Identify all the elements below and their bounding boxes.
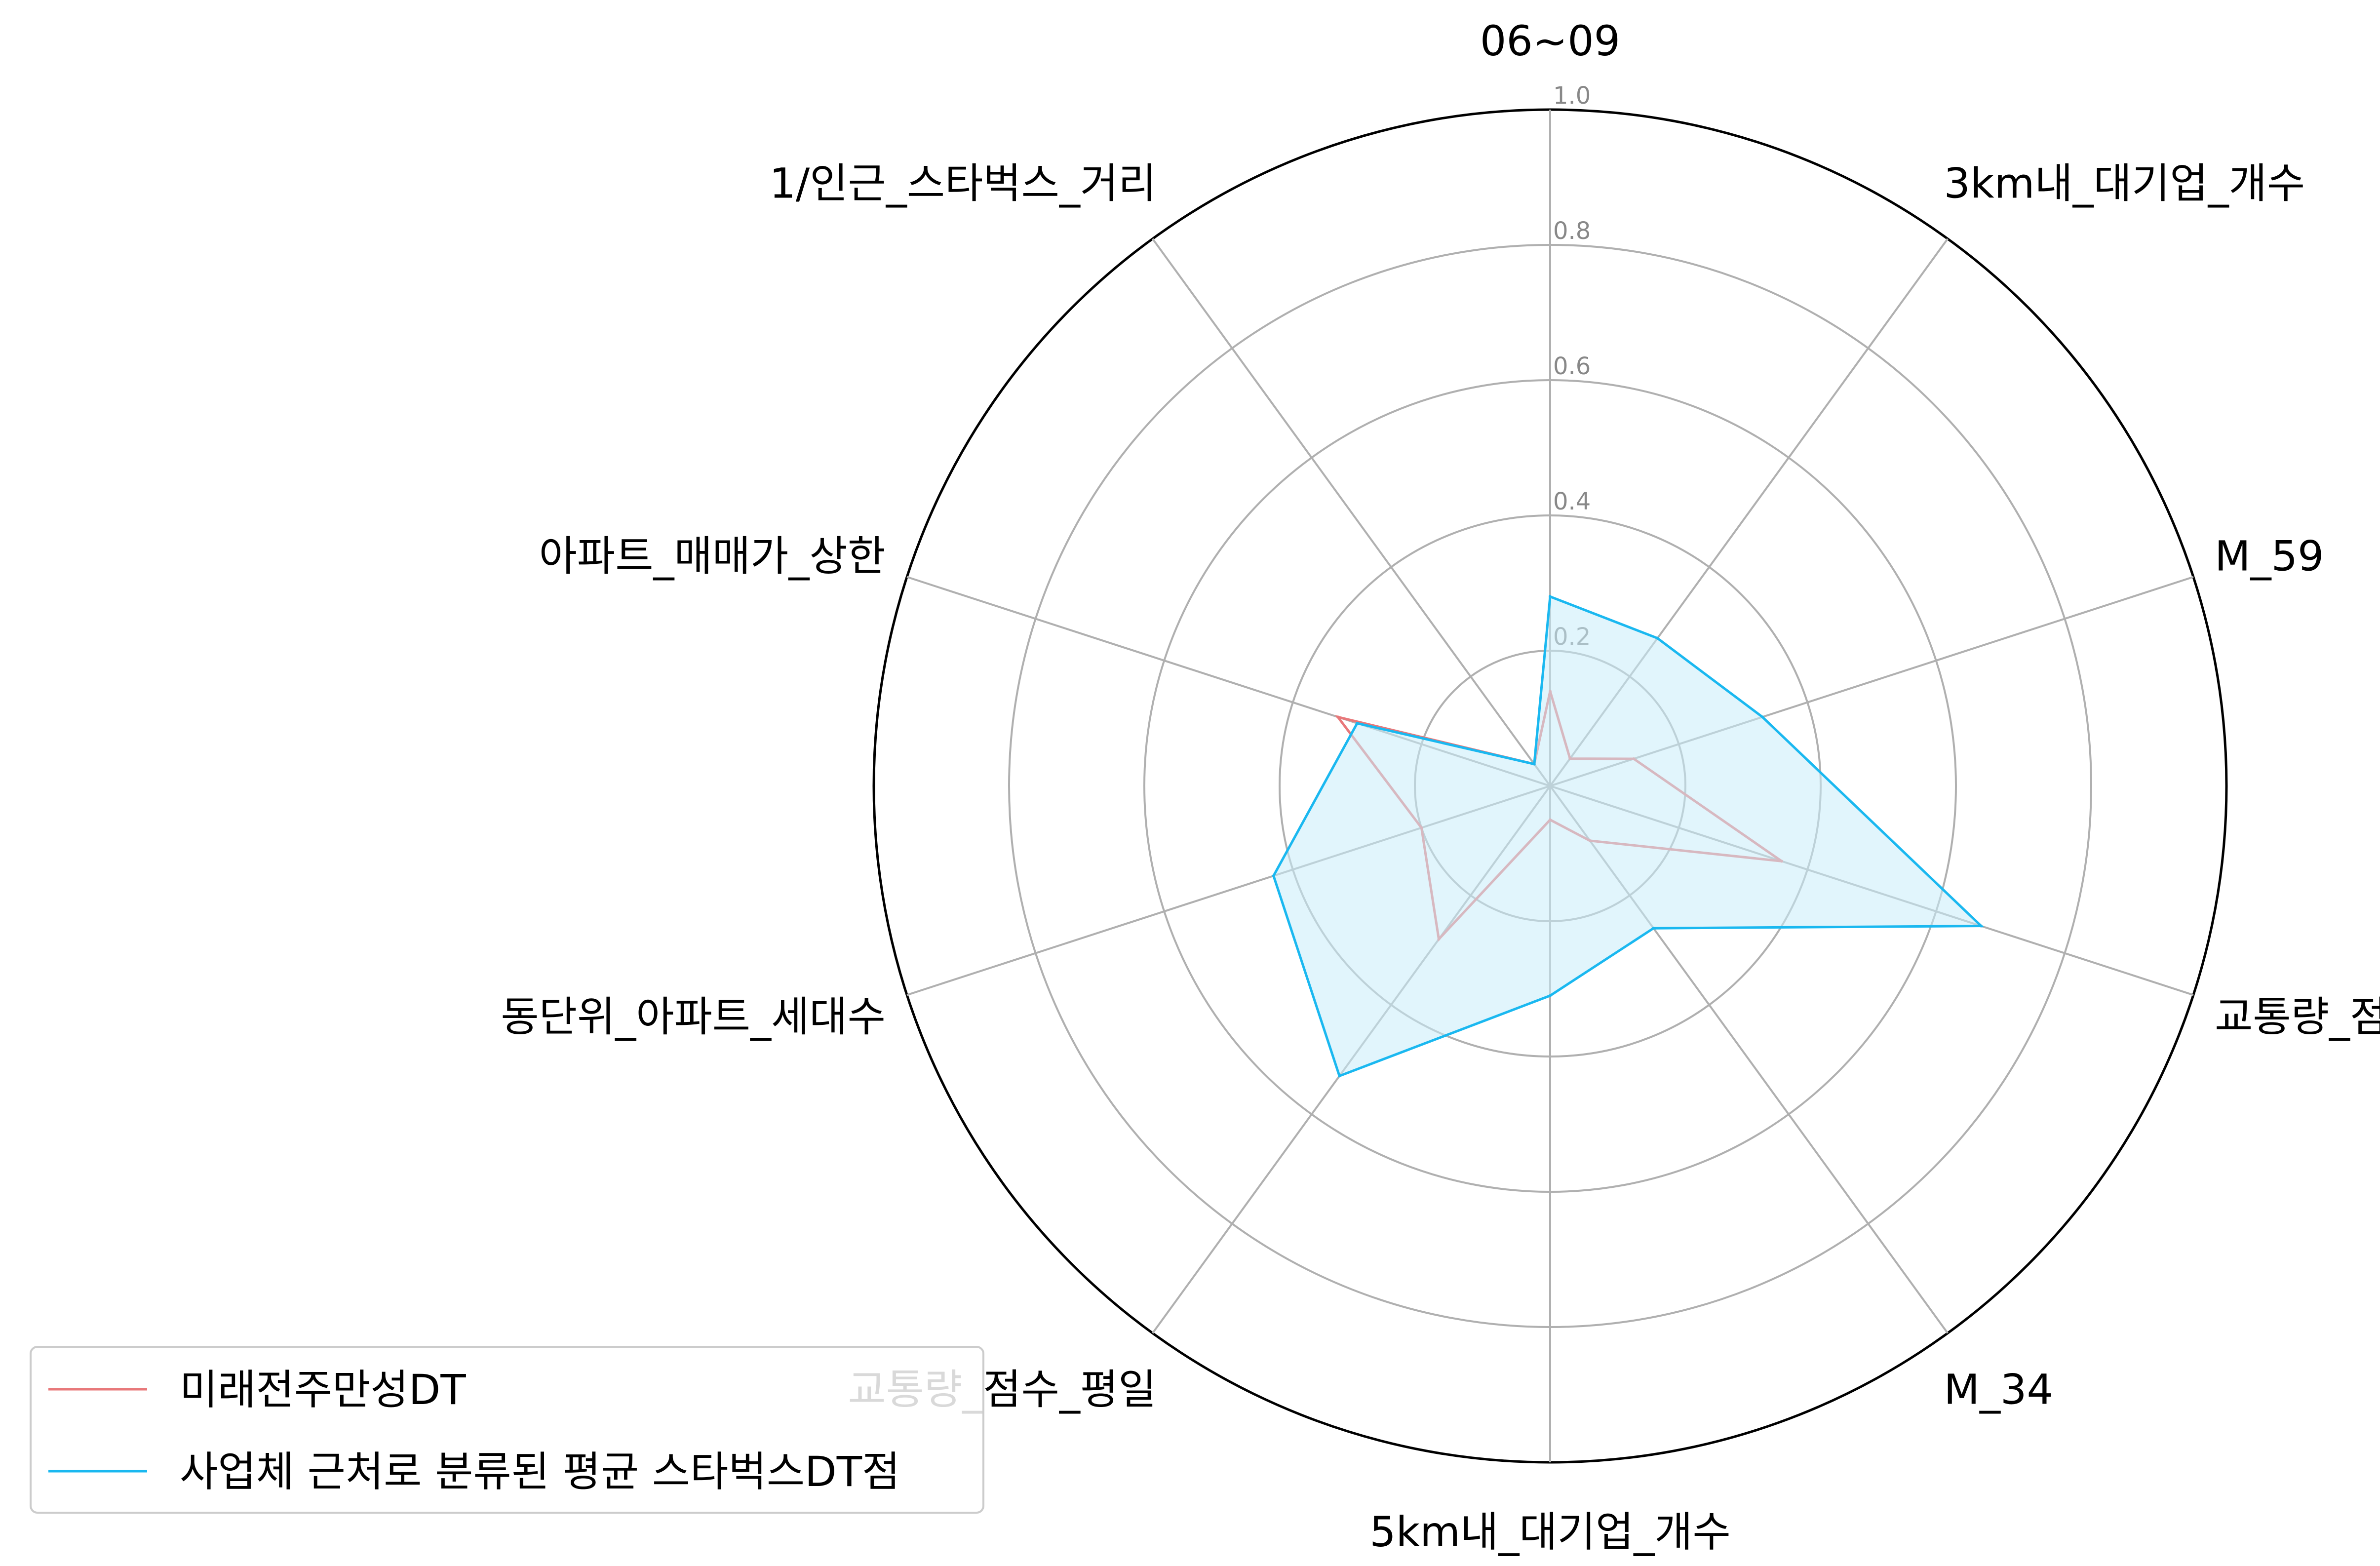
axis-label: 06~09 <box>1480 17 1620 65</box>
series-1-point-1 <box>1656 636 1659 640</box>
axis-label: 5km내_대기업_개수 <box>1369 1508 1731 1556</box>
series-1-point-8 <box>1356 721 1359 725</box>
legend-box <box>30 1346 984 1514</box>
legend-label-0: 미래전주만성DT <box>180 1366 466 1414</box>
radial-tick-label: 0.8 <box>1553 217 1591 245</box>
radial-tick-label: 0.4 <box>1553 488 1591 515</box>
axis-label: 3km내_대기업_개수 <box>1944 159 2305 207</box>
radar-series <box>1272 594 1985 1078</box>
series-1-point-0 <box>1549 595 1552 598</box>
axis-labels: 06~09 3km내_대기업_개수 M_59 교통량_점수 M_34 5km내_대기업_개… <box>501 17 2380 1556</box>
legend-label-1: 사업체 근처로 분류된 평균 스타벅스DT점 <box>180 1448 900 1496</box>
legend: 미래전주만성DT 사업체 근처로 분류된 평균 스타벅스DT점 <box>30 1346 984 1514</box>
series-1-point-9 <box>1532 762 1536 766</box>
series-1-point-6 <box>1338 1074 1341 1078</box>
series-0-point-8 <box>1336 715 1340 719</box>
radial-tick-label: 0.6 <box>1553 352 1591 380</box>
axis-label: 동단위_아파트_세대수 <box>501 993 886 1041</box>
radar-spoke <box>1152 238 1551 787</box>
series-1-point-2 <box>1760 715 1764 719</box>
axis-label: 1/인근_스타벅스_거리 <box>769 159 1156 207</box>
axis-label: 교통량_점수 <box>2215 993 2380 1041</box>
series-1-point-3 <box>1979 924 1983 928</box>
series-1-point-7 <box>1272 874 1275 878</box>
series-1-point-5 <box>1549 994 1552 997</box>
axis-label: M_34 <box>1944 1366 2053 1414</box>
axis-label: 아파트_매매가_상한 <box>539 532 886 580</box>
radial-tick-label: 1.0 <box>1553 82 1591 110</box>
series-fill-1 <box>1273 596 1981 1076</box>
axis-label: M_59 <box>2215 532 2324 580</box>
series-1-point-4 <box>1652 927 1655 930</box>
